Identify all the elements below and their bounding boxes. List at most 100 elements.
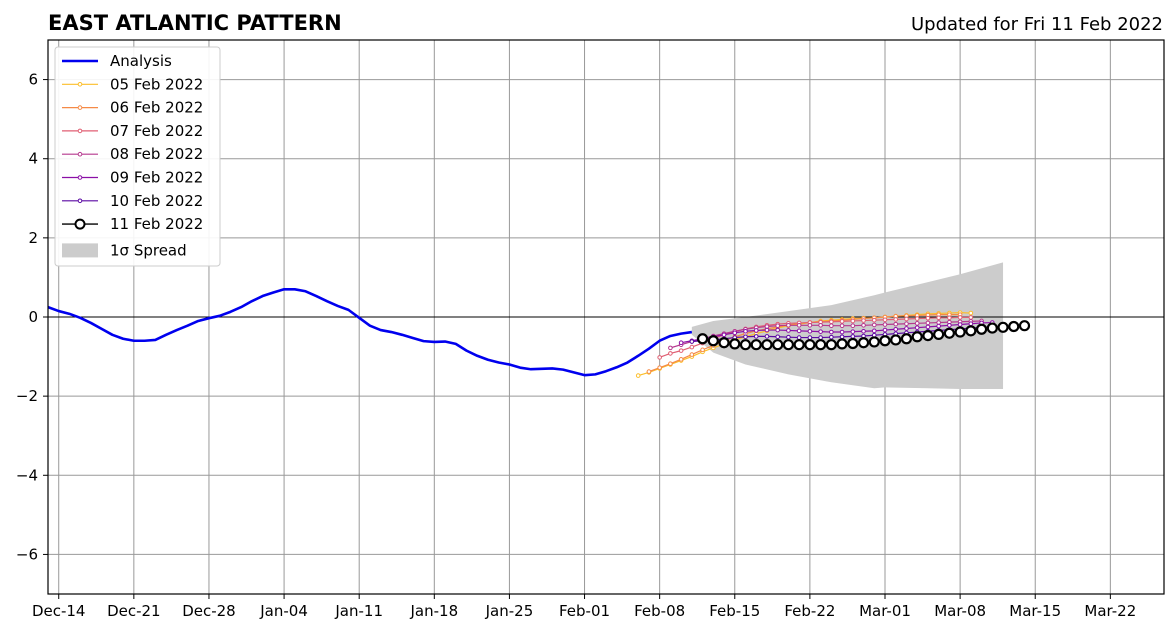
legend-marker [77,175,83,180]
forecast-point [936,320,941,325]
forecast-point [893,317,899,322]
analysis-series [47,287,693,377]
y-tick-label: 6 [28,71,38,89]
forecast-point [804,339,816,351]
forecast-point [689,339,695,344]
y-tick-label: 4 [28,150,38,168]
legend: Analysis 05 Feb 2022 06 Feb 2022 07 Feb 202… [54,46,221,267]
forecast-point [911,331,923,343]
forecast-point [965,325,977,337]
forecast-point [786,328,791,333]
legend-marker [74,218,86,230]
forecast-point [782,339,795,351]
legend-item: 06 Feb 2022 [62,99,203,117]
x-tick-label: Mar-22 [1084,602,1136,620]
forecast-point [793,339,805,351]
legend-marker [77,198,83,204]
legend-item: 09 Feb 2022 [62,169,203,187]
legend-label: Analysis [110,52,172,70]
forecast-point [764,334,770,339]
forecast-11-feb-2022 [696,320,1031,351]
legend-item: 08 Feb 2022 [62,145,203,163]
forecast-point [775,334,780,340]
forecast-point [761,339,773,351]
legend-marker [77,128,83,134]
forecast-point [739,339,752,351]
forecast-point [689,352,695,357]
forecast-point [753,334,759,339]
forecast-point [879,335,891,347]
forecast-point [796,323,802,328]
forecast-point [775,323,780,329]
forecast-point [700,347,705,353]
forecast-point [829,329,834,335]
forecast-point [696,333,709,345]
forecast-point [925,315,931,321]
legend-label: 1σ Spread [110,241,187,259]
y-tick-label: −6 [16,545,38,563]
forecast-point [818,335,823,340]
forecast-point [775,327,780,333]
forecast-point [882,322,888,327]
forecast-point [861,323,866,328]
forecast-point [743,334,748,340]
x-tick-label: Feb-01 [559,602,610,620]
forecast-point [968,310,974,316]
forecast-point [847,337,859,350]
forecast-point [1018,320,1031,332]
forecast-point [807,335,813,340]
forecast-point [943,327,955,339]
forecast-point [986,322,998,334]
forecast-point [882,327,888,333]
forecast-point [947,323,952,328]
chart-subtitle: Updated for Fri 11 Feb 2022 [911,14,1163,35]
forecast-point [753,328,759,333]
forecast-point [900,333,913,345]
forecast-point [796,328,802,334]
analysis-line [47,287,693,377]
forecast-point [829,323,834,329]
forecast-point [829,334,834,340]
forecast-point [957,315,963,320]
x-tick-label: Mar-01 [859,602,911,620]
x-tick-label: Mar-15 [1009,602,1061,620]
forecast-point [857,337,870,349]
forecast-point [890,334,902,346]
forecast-point [904,316,909,322]
forecast-point [1008,320,1020,333]
forecast-point [947,315,952,321]
legend-item: 1σ Spread [62,241,187,259]
legend-item: 07 Feb 2022 [62,122,203,140]
forecast-point [936,315,941,321]
x-tick-label: Dec-14 [32,602,86,620]
axes: Dec-14 Dec-21 Dec-28 Jan-04 Jan-11 Jan-18 Jan-… [16,39,1165,620]
forecast-point [861,318,866,323]
forecast-point [729,338,741,350]
forecast-point [764,324,770,329]
forecast-point [772,339,784,351]
forecast-point [871,322,877,328]
forecast-point [904,321,909,327]
x-tick-label: Feb-22 [784,602,835,620]
forecast-point [689,344,695,350]
legend-label: 05 Feb 2022 [110,75,203,93]
forecast-point [954,326,966,338]
forecast-point [815,339,827,351]
forecast-point [997,321,1009,333]
legend-label: 07 Feb 2022 [110,122,203,140]
forecast-point [678,340,684,346]
y-tick-label: −4 [16,466,38,484]
legend-swatch [62,243,98,258]
x-tick-label: Jan-18 [409,602,458,620]
forecast-point [882,317,888,323]
legend-label: 06 Feb 2022 [110,99,203,117]
forecast-point [829,319,834,325]
forecast-point [914,316,920,321]
forecast-point [764,327,770,333]
forecast-point [922,329,934,342]
forecast-point [825,339,837,351]
forecast-point [933,328,945,341]
legend-label: 10 Feb 2022 [110,192,203,210]
forecast-point [868,336,880,348]
